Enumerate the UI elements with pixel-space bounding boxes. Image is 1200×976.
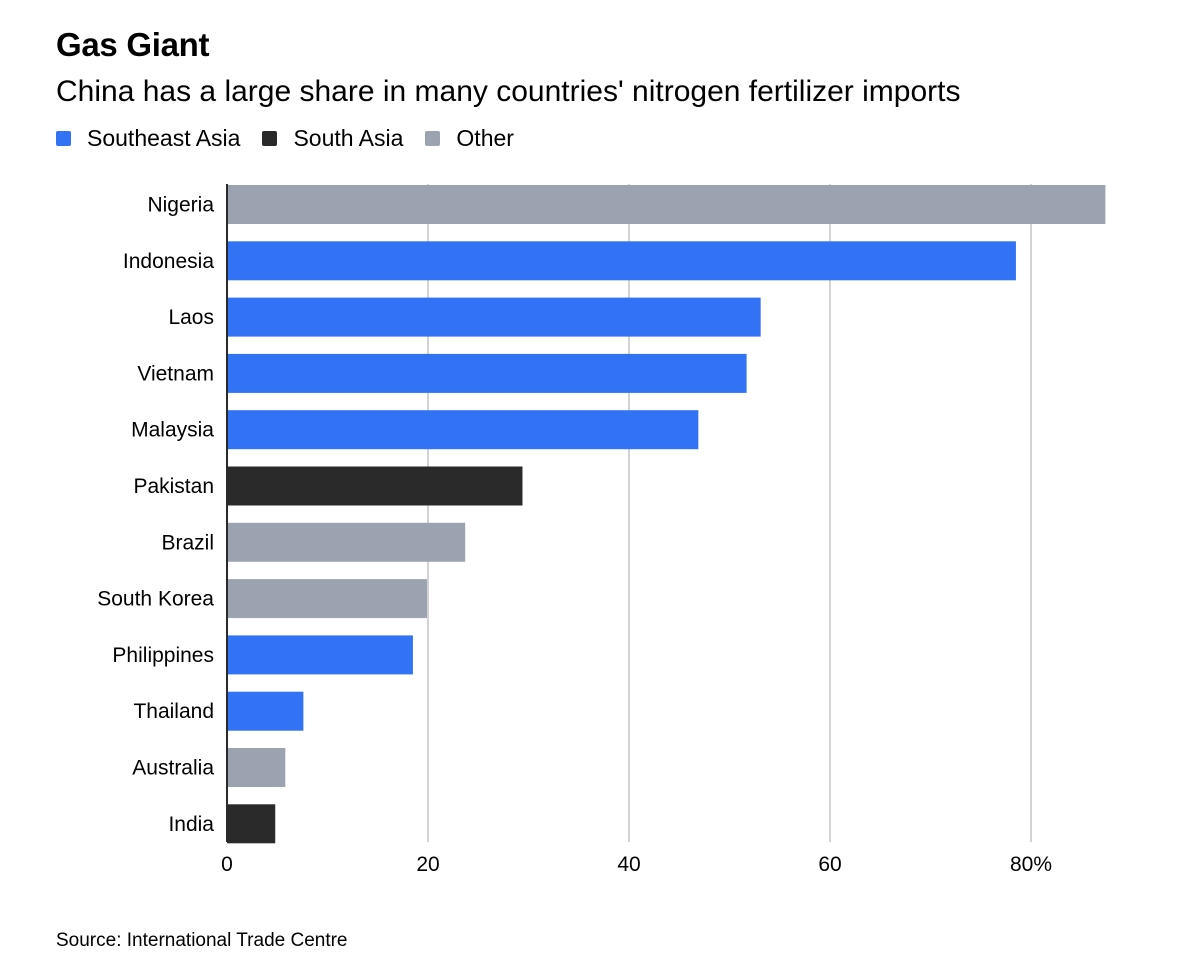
bar-south-korea (227, 579, 427, 619)
category-label-thailand: Thailand (133, 700, 214, 723)
category-label-south-korea: South Korea (97, 588, 214, 611)
legend-label-other: Other (456, 125, 514, 151)
bar-india (227, 804, 276, 844)
bar-vietnam (227, 353, 747, 393)
gridlines (427, 184, 1032, 842)
legend-item-other: Other (425, 125, 514, 152)
category-label-australia: Australia (132, 757, 214, 780)
bar-pakistan (227, 466, 523, 506)
category-label-philippines: Philippines (112, 644, 214, 667)
x-tick-label-20: 20 (416, 853, 439, 876)
category-label-indonesia: Indonesia (123, 250, 214, 273)
bar-philippines (227, 635, 413, 675)
legend: Southeast Asia South Asia Other (56, 125, 536, 152)
category-label-nigeria: Nigeria (147, 194, 214, 217)
bar-nigeria (227, 185, 1106, 224)
bar-thailand (227, 691, 304, 731)
category-label-india: India (168, 813, 214, 836)
x-tick-label-0: 0 (221, 853, 233, 876)
x-tick-label-80: 80% (1010, 853, 1052, 876)
category-label-malaysia: Malaysia (131, 419, 214, 442)
category-label-brazil: Brazil (161, 531, 214, 554)
bar-laos (227, 297, 761, 337)
legend-label-southeast-asia: Southeast Asia (87, 125, 241, 151)
x-tick-label-60: 60 (818, 853, 841, 876)
category-label-pakistan: Pakistan (133, 475, 214, 498)
category-label-vietnam: Vietnam (137, 362, 214, 385)
category-labels: Nigeria Indonesia Laos Vietnam Malaysia Pakis… (97, 194, 214, 836)
x-tick-label-40: 40 (617, 853, 640, 876)
bar-brazil (227, 522, 466, 562)
x-axis-ticks: 0 20 40 60 80% (221, 853, 1052, 876)
legend-item-southeast-asia: Southeast Asia (56, 125, 240, 152)
legend-item-south-asia: South Asia (262, 125, 403, 152)
bar-australia (227, 748, 286, 787)
chart-title: Gas Giant (56, 26, 210, 63)
source-note: Source: International Trade Centre (56, 930, 348, 951)
legend-label-south-asia: South Asia (293, 125, 404, 151)
bars (227, 185, 1106, 844)
chart-subtitle: China has a large share in many countrie… (56, 75, 961, 108)
bar-malaysia (227, 410, 699, 450)
category-label-laos: Laos (168, 306, 214, 329)
bar-indonesia (227, 241, 1016, 281)
legend-swatch-south-asia (262, 131, 278, 146)
legend-swatch-southeast-asia (56, 131, 71, 146)
legend-swatch-other (425, 131, 441, 146)
